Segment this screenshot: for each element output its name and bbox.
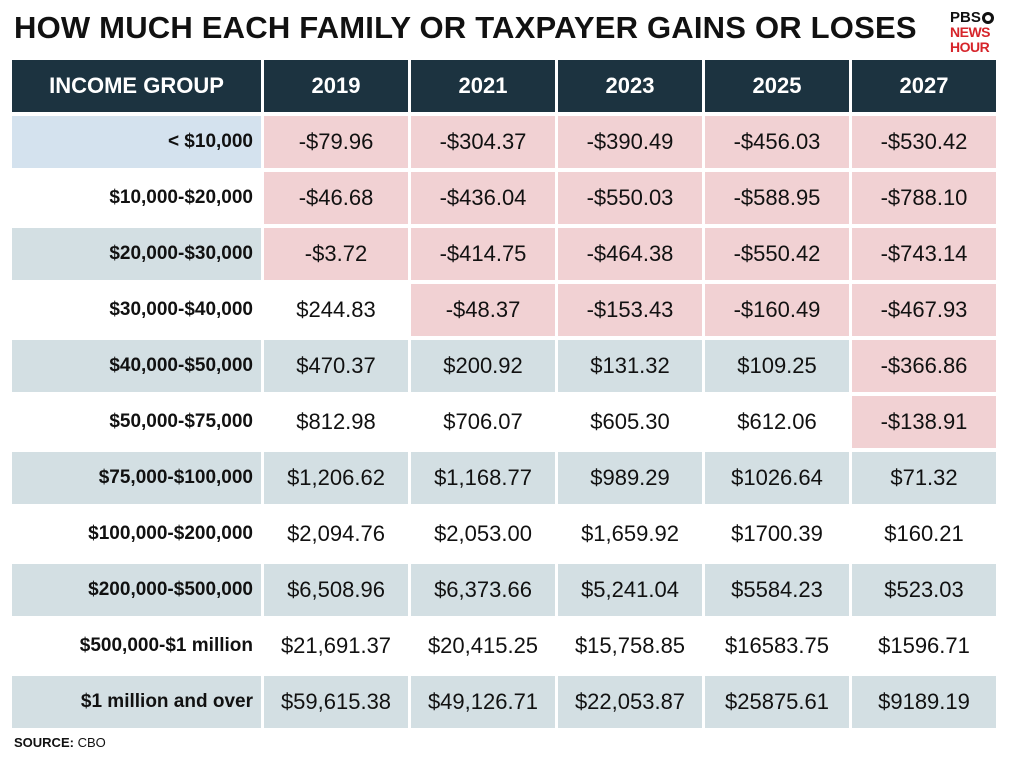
value-cell: $21,691.37: [264, 620, 408, 672]
column-header: 2021: [411, 60, 555, 112]
value-cell: $1596.71: [852, 620, 996, 672]
table-row: $100,000-$200,000 $2,094.76 $2,053.00 $1,65…: [12, 508, 996, 560]
income-group-label: $10,000-$20,000: [12, 172, 261, 224]
income-group-label: $30,000-$40,000: [12, 284, 261, 336]
header-row: INCOME GROUP 2019 2021 2023 2025 2027: [12, 60, 996, 112]
chart-title: HOW MUCH EACH FAMILY OR TAXPAYER GAINS O…: [14, 10, 917, 45]
source-note: SOURCE: CBO: [14, 735, 106, 750]
value-cell: -$550.03: [558, 172, 702, 224]
table-row: $30,000-$40,000 $244.83 -$48.37 -$153.43 -$1…: [12, 284, 996, 336]
income-group-label: $75,000-$100,000: [12, 452, 261, 504]
value-cell: $109.25: [705, 340, 849, 392]
table-row: $200,000-$500,000 $6,508.96 $6,373.66 $5,24…: [12, 564, 996, 616]
value-cell: $160.21: [852, 508, 996, 560]
value-cell: $989.29: [558, 452, 702, 504]
column-header: 2025: [705, 60, 849, 112]
column-header: 2027: [852, 60, 996, 112]
value-cell: -$788.10: [852, 172, 996, 224]
value-cell: $1700.39: [705, 508, 849, 560]
value-cell: -$138.91: [852, 396, 996, 448]
table-row: $40,000-$50,000 $470.37 $200.92 $131.32 $109…: [12, 340, 996, 392]
value-cell: -$160.49: [705, 284, 849, 336]
value-cell: $9189.19: [852, 676, 996, 728]
value-cell: $200.92: [411, 340, 555, 392]
value-cell: $5,241.04: [558, 564, 702, 616]
value-cell: $2,094.76: [264, 508, 408, 560]
value-cell: -$456.03: [705, 116, 849, 168]
source-value: CBO: [77, 735, 106, 750]
value-cell: $1,168.77: [411, 452, 555, 504]
value-cell: $71.32: [852, 452, 996, 504]
income-group-label: < $10,000: [12, 116, 261, 168]
column-header: 2023: [558, 60, 702, 112]
column-header: 2019: [264, 60, 408, 112]
pbs-newshour-logo: PBS NEWS HOUR: [950, 10, 1010, 55]
value-cell: -$530.42: [852, 116, 996, 168]
value-cell: $5584.23: [705, 564, 849, 616]
value-cell: -$436.04: [411, 172, 555, 224]
income-group-label: $200,000-$500,000: [12, 564, 261, 616]
value-cell: $470.37: [264, 340, 408, 392]
value-cell: -$46.68: [264, 172, 408, 224]
table-row: $75,000-$100,000 $1,206.62 $1,168.77 $989.2…: [12, 452, 996, 504]
value-cell: $20,415.25: [411, 620, 555, 672]
value-cell: -$467.93: [852, 284, 996, 336]
value-cell: -$153.43: [558, 284, 702, 336]
value-cell: $22,053.87: [558, 676, 702, 728]
value-cell: $131.32: [558, 340, 702, 392]
logo-line-hour: HOUR: [950, 39, 990, 55]
income-group-label: $20,000-$30,000: [12, 228, 261, 280]
value-cell: $1026.64: [705, 452, 849, 504]
value-cell: -$304.37: [411, 116, 555, 168]
value-cell: -$366.86: [852, 340, 996, 392]
value-cell: $706.07: [411, 396, 555, 448]
value-cell: $523.03: [852, 564, 996, 616]
income-group-label: $500,000-$1 million: [12, 620, 261, 672]
data-table: INCOME GROUP 2019 2021 2023 2025 2027 < …: [9, 56, 999, 732]
source-label: SOURCE:: [14, 735, 74, 750]
table-row: $10,000-$20,000 -$46.68 -$436.04 -$550.03 -$…: [12, 172, 996, 224]
logo-line-pbs: PBS: [950, 9, 981, 26]
value-cell: $1,659.92: [558, 508, 702, 560]
value-cell: -$464.38: [558, 228, 702, 280]
value-cell: $59,615.38: [264, 676, 408, 728]
value-cell: -$390.49: [558, 116, 702, 168]
value-cell: -$743.14: [852, 228, 996, 280]
table-row: $1 million and over $59,615.38 $49,126.71 $…: [12, 676, 996, 728]
value-cell: $16583.75: [705, 620, 849, 672]
logo-line-news: NEWS: [950, 24, 991, 40]
table-body: < $10,000 -$79.96 -$304.37 -$390.49 -$456.03…: [12, 116, 996, 728]
income-group-label: $50,000-$75,000: [12, 396, 261, 448]
value-cell: $25875.61: [705, 676, 849, 728]
value-cell: $605.30: [558, 396, 702, 448]
income-group-label: $1 million and over: [12, 676, 261, 728]
income-group-label: $100,000-$200,000: [12, 508, 261, 560]
value-cell: $6,508.96: [264, 564, 408, 616]
value-cell: -$3.72: [264, 228, 408, 280]
value-cell: $15,758.85: [558, 620, 702, 672]
value-cell: $812.98: [264, 396, 408, 448]
value-cell: -$48.37: [411, 284, 555, 336]
value-cell: -$588.95: [705, 172, 849, 224]
table-row: $500,000-$1 million $21,691.37 $20,415.25 $…: [12, 620, 996, 672]
value-cell: $2,053.00: [411, 508, 555, 560]
value-cell: $49,126.71: [411, 676, 555, 728]
value-cell: -$414.75: [411, 228, 555, 280]
value-cell: $244.83: [264, 284, 408, 336]
value-cell: $6,373.66: [411, 564, 555, 616]
table-row: < $10,000 -$79.96 -$304.37 -$390.49 -$456.03…: [12, 116, 996, 168]
income-group-label: $40,000-$50,000: [12, 340, 261, 392]
column-header: INCOME GROUP: [12, 60, 261, 112]
value-cell: -$550.42: [705, 228, 849, 280]
value-cell: $612.06: [705, 396, 849, 448]
table-row: $50,000-$75,000 $812.98 $706.07 $605.30 $612…: [12, 396, 996, 448]
pbs-logo-icon: [981, 11, 994, 24]
value-cell: $1,206.62: [264, 452, 408, 504]
value-cell: -$79.96: [264, 116, 408, 168]
table-row: $20,000-$30,000 -$3.72 -$414.75 -$464.38 -$5…: [12, 228, 996, 280]
